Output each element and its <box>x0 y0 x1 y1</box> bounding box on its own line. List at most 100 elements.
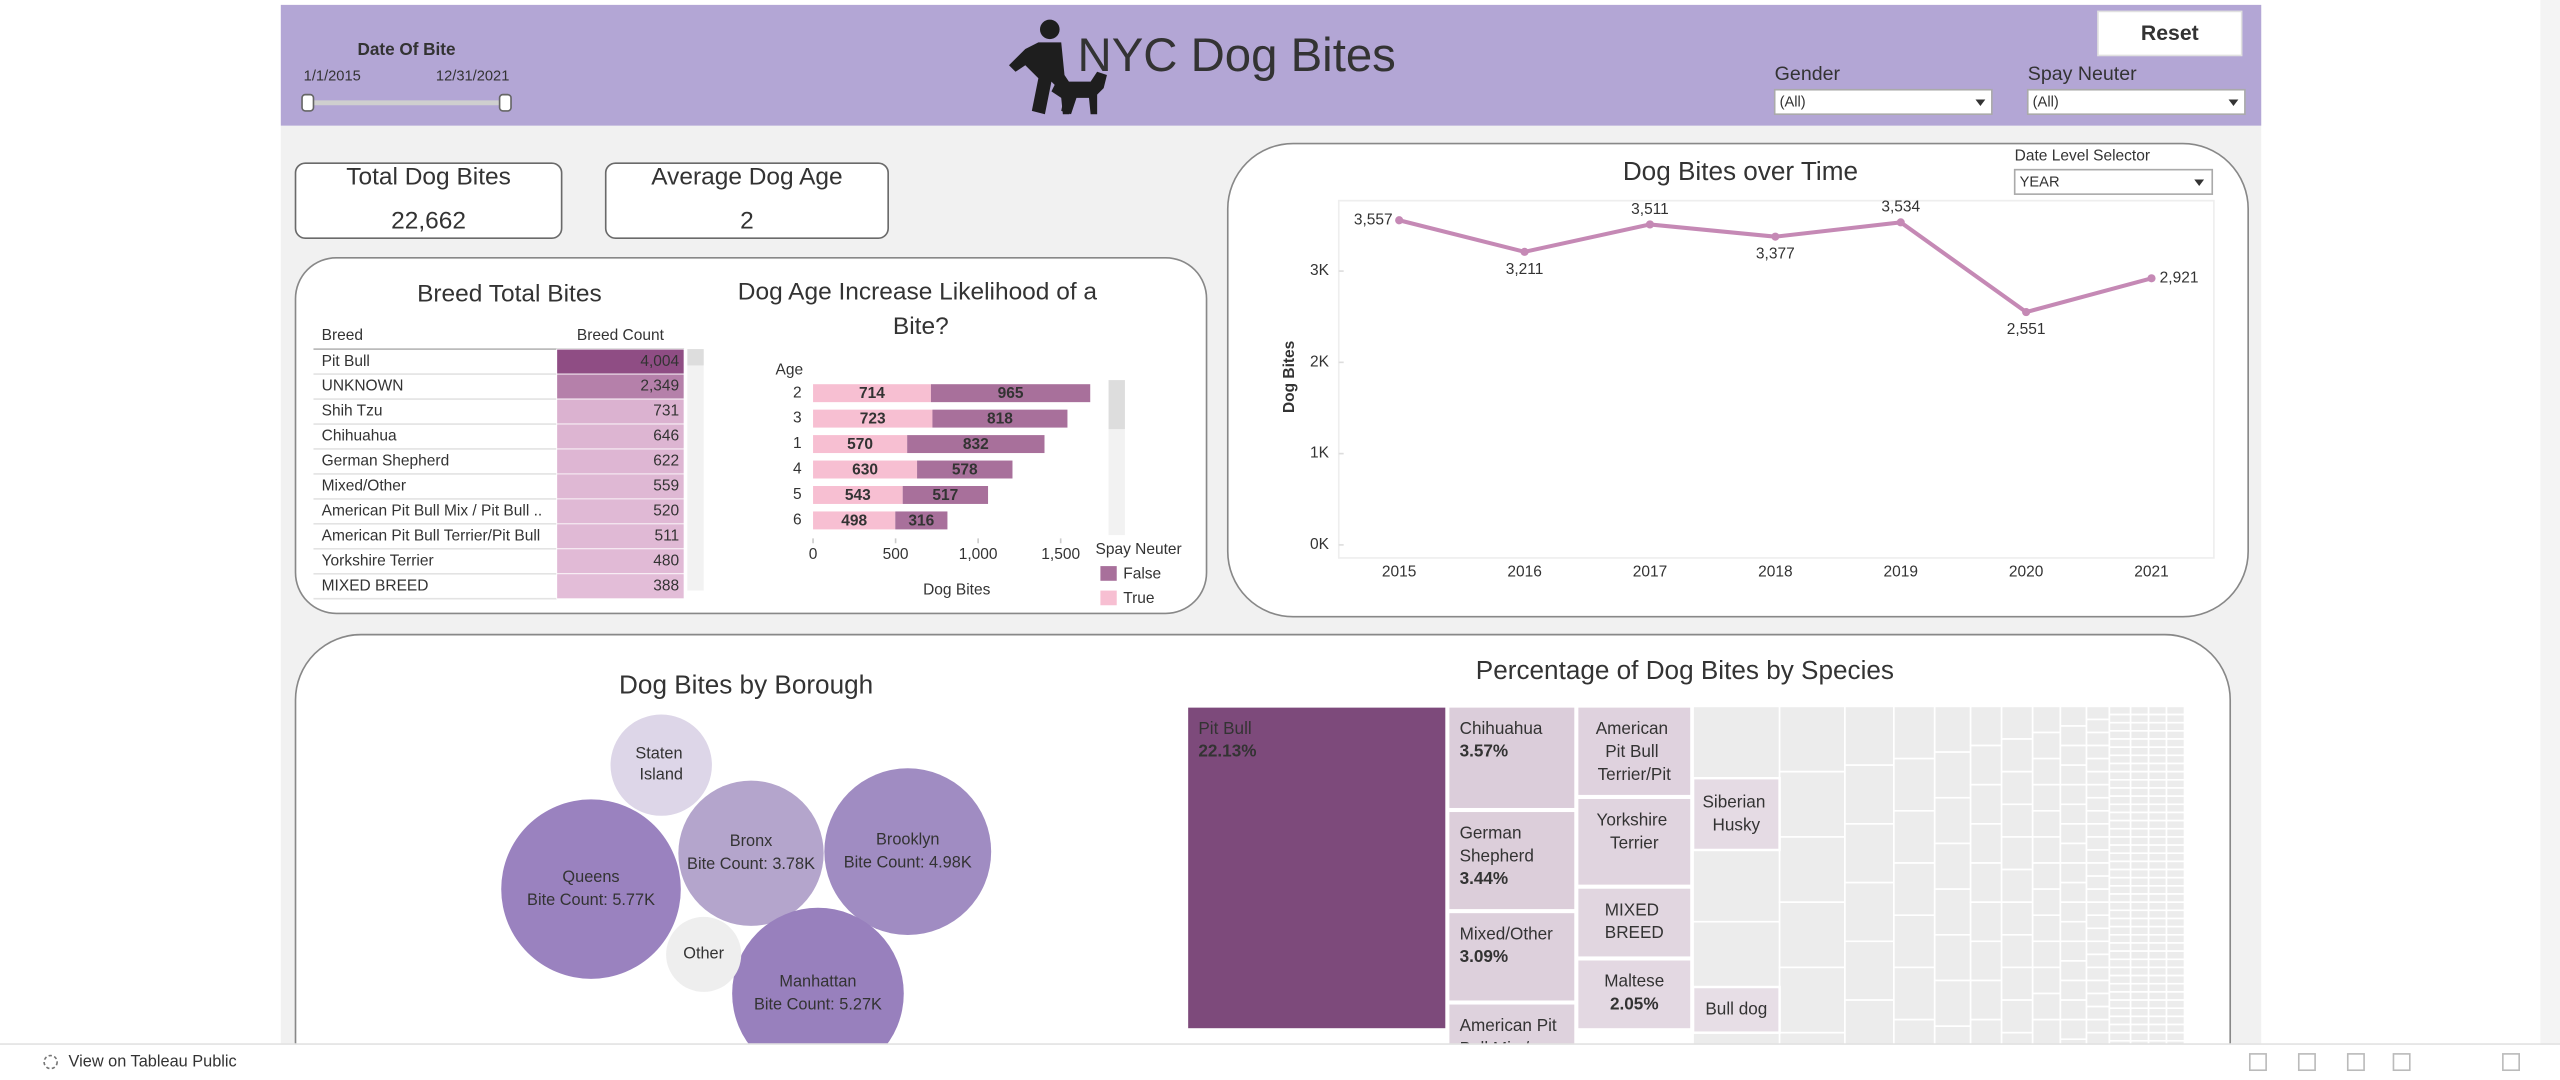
treemap-cell-minor <box>2108 803 2132 814</box>
treemap-cell-minor <box>2129 754 2150 765</box>
treemap-value: 3.44% <box>1460 868 1509 888</box>
reset-label[interactable]: Reset <box>2141 22 2199 45</box>
treemap-cell-minor <box>2108 827 2132 838</box>
treemap-cell-minor <box>2085 1018 2111 1034</box>
treemap-cell-minor <box>1969 979 2003 1021</box>
treemap-cell-minor <box>2108 705 2132 716</box>
treemap-cell-minor <box>1893 862 1936 917</box>
treemap-cell-minor <box>2147 754 2168 765</box>
bar-value: 832 <box>963 436 989 453</box>
toolbar-icon[interactable] <box>2297 1053 2316 1072</box>
selector-dropdown[interactable] <box>2013 168 2214 195</box>
treemap-cell-minor <box>2031 966 2062 995</box>
treemap-cell-minor <box>2129 1007 2150 1018</box>
x-tick-label: 2015 <box>1382 564 1416 581</box>
treemap-cell-minor <box>2129 1031 2150 1042</box>
reset-button[interactable] <box>2097 10 2243 57</box>
toolbar-icon[interactable] <box>2392 1053 2411 1072</box>
filter-dropdown[interactable] <box>1773 88 1993 116</box>
treemap-cell-minor <box>2129 1023 2150 1034</box>
treemap-cell-minor <box>2165 811 2186 822</box>
treemap-cell-minor <box>2129 893 2150 903</box>
x-tick-label: 500 <box>883 546 909 563</box>
treemap-cell <box>1185 705 1448 1031</box>
treemap-cell-minor <box>2147 942 2168 952</box>
dropdown-arrow <box>2194 179 2205 186</box>
treemap-cell-minor <box>2147 811 2168 822</box>
bar-value: 714 <box>859 385 885 402</box>
treemap-cell-minor <box>2059 999 2088 1021</box>
column-header: Breed Count <box>577 327 665 344</box>
filter-value[interactable]: (All) <box>2033 95 2059 111</box>
treemap-cell-minor <box>2129 901 2150 912</box>
treemap-cell-minor <box>2000 738 2034 773</box>
date-slider-handle[interactable] <box>301 93 315 112</box>
treemap-cell-minor <box>2108 982 2132 993</box>
filter-dropdown[interactable] <box>2026 88 2246 116</box>
bar-value: 818 <box>987 411 1013 428</box>
point <box>1896 218 1905 227</box>
treemap-cell-minor <box>2129 787 2150 797</box>
treemap-cell-minor <box>2147 876 2168 887</box>
bar-segment <box>813 409 933 428</box>
treemap-cell-minor <box>2147 991 2168 1001</box>
treemap-cell-minor <box>1893 966 1936 1021</box>
bar-value: 517 <box>932 487 958 504</box>
treemap-cell-minor <box>2000 933 2034 969</box>
treemap-cell-minor <box>2059 842 2088 864</box>
axis-title: Age <box>776 361 804 378</box>
treemap-cell-minor <box>2147 966 2168 977</box>
chart-title: Dog Age Increase Likelihood of a Bite? <box>738 279 1104 340</box>
toolbar-icon[interactable] <box>2346 1053 2365 1072</box>
chart-title: Dog Bites over Time <box>1623 156 1858 186</box>
treemap-cell-minor <box>2059 881 2088 903</box>
treemap-cell-minor <box>2031 914 2062 943</box>
treemap-cell-minor <box>2031 783 2062 812</box>
bubble-value: Bite Count: 3.78K <box>687 855 815 873</box>
treemap-cell-minor <box>2108 1007 2132 1018</box>
treemap-cell-minor <box>2165 779 2186 789</box>
treemap-cell-minor <box>2147 868 2168 879</box>
cell-value: 480 <box>653 552 679 569</box>
treemap-cell-minor <box>2129 925 2150 936</box>
selector-value[interactable]: YEAR <box>2020 175 2060 191</box>
treemap-cell-minor <box>2129 827 2150 838</box>
data-label: 3,377 <box>1756 246 1795 263</box>
treemap-cell-minor <box>1778 836 1846 903</box>
chart-title: Percentage of Dog Bites by Species <box>1476 655 1894 685</box>
toolbar-icon[interactable] <box>2248 1053 2267 1072</box>
treemap-cell-minor <box>1893 914 1936 969</box>
tableau-link[interactable]: View on Tableau Public <box>69 1052 237 1070</box>
treemap-cell-minor <box>2165 893 2186 903</box>
treemap-cell-minor <box>1844 764 1895 825</box>
treemap-cell-minor <box>2165 852 2186 863</box>
treemap-cell <box>1446 910 1577 1003</box>
treemap-cell-minor <box>2129 746 2150 757</box>
panel <box>1226 142 2249 618</box>
table-cell <box>556 448 685 475</box>
y-tick-label: 3 <box>793 410 802 427</box>
row-label: MIXED BREED <box>322 577 429 594</box>
date-slider-handle[interactable] <box>498 93 512 112</box>
treemap-cell <box>1575 796 1693 888</box>
treemap-cell-minor <box>2147 779 2168 789</box>
bubble-value: Bite Count: 5.77K <box>527 891 655 909</box>
treemap-cell-minor <box>2108 811 2132 822</box>
row-label: UNKNOWN <box>322 378 404 395</box>
toolbar-icon[interactable] <box>2502 1053 2520 1072</box>
filter-value[interactable]: (All) <box>1780 95 1806 111</box>
cell-value: 646 <box>653 428 679 445</box>
treemap-cell-minor <box>2129 738 2150 749</box>
point <box>1771 232 1780 241</box>
row-label: American Pit Bull Mix / Pit Bull .. <box>322 503 543 520</box>
treemap-cell-minor <box>1933 705 1972 753</box>
dashboard-title: NYC Dog Bites <box>1078 29 1396 82</box>
treemap-cell-minor <box>2129 779 2150 789</box>
treemap-cell-minor <box>2108 819 2132 830</box>
legend-label: True <box>1123 590 1154 607</box>
kpi-card <box>294 162 563 240</box>
logo-icon <box>1008 19 1107 115</box>
treemap-label: Bull dog <box>1705 998 1767 1018</box>
treemap-cell-minor <box>2165 836 2186 846</box>
treemap-cell-minor <box>2108 836 2132 846</box>
